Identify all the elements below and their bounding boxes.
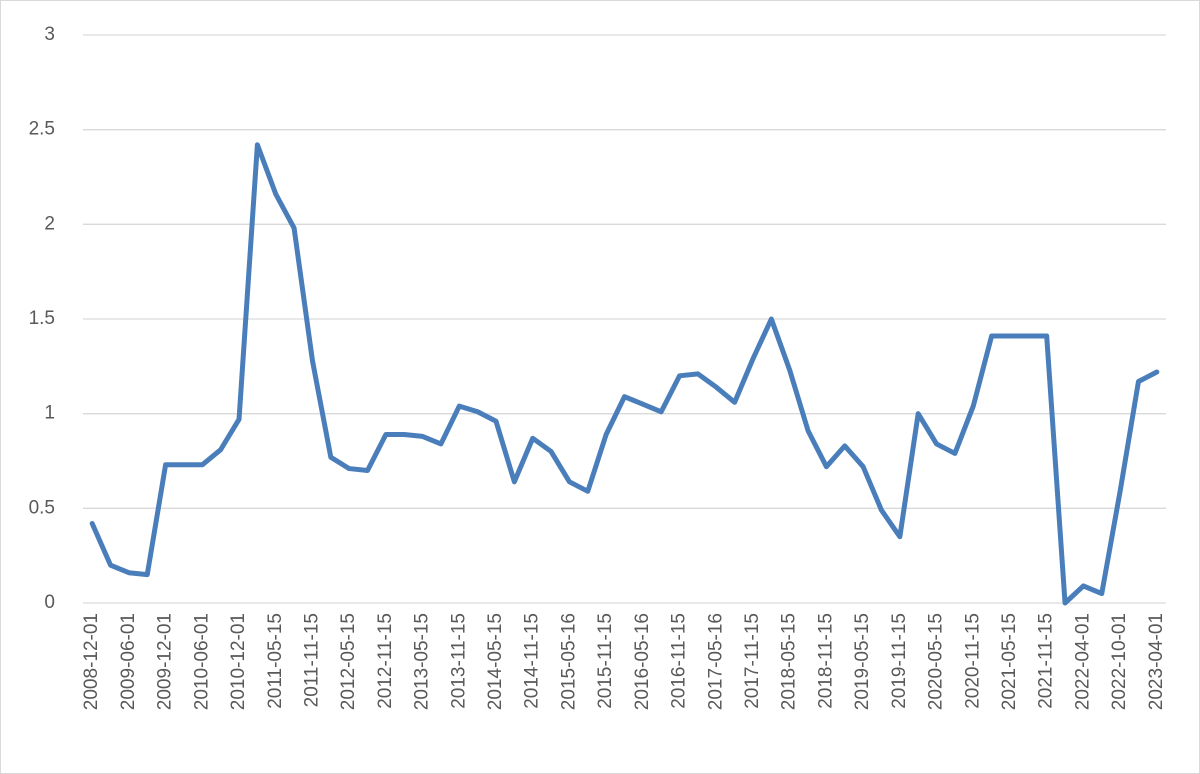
x-tick-label: 2018-05-15	[779, 613, 800, 710]
x-tick-label: 2017-11-15	[742, 613, 763, 709]
x-tick-label: 2019-05-15	[852, 613, 873, 710]
y-tick-label: 0	[44, 592, 55, 613]
x-tick-label: 2012-05-15	[338, 613, 359, 710]
y-tick-label: 1	[44, 403, 55, 424]
y-tick-label: 2.5	[29, 119, 55, 140]
x-tick-label: 2014-11-15	[522, 613, 543, 709]
y-tick-label: 2	[44, 213, 55, 234]
x-tick-label: 2020-11-15	[962, 613, 983, 709]
x-tick-label: 2013-11-15	[448, 613, 469, 709]
x-tick-label: 2021-11-15	[1036, 613, 1057, 709]
x-tick-label: 2020-05-15	[926, 613, 947, 710]
x-tick-label: 2015-05-16	[558, 613, 579, 710]
data-line	[89, 142, 1160, 606]
x-tick-label: 2013-05-15	[412, 613, 433, 710]
x-tick-label: 2018-11-15	[815, 613, 836, 709]
x-tick-label: 2015-11-15	[595, 613, 616, 709]
y-tick-label: 1.5	[29, 308, 55, 329]
x-tick-label: 2011-05-15	[265, 613, 286, 709]
x-tick-label: 2010-12-01	[228, 613, 249, 710]
x-tick-label: 2011-11-15	[301, 613, 322, 707]
x-tick-label: 2023-04-01	[1146, 613, 1167, 710]
x-tick-label: 2010-06-01	[191, 613, 212, 710]
x-tick-label: 2016-11-15	[669, 613, 690, 709]
x-tick-label: 2022-10-01	[1109, 613, 1130, 710]
y-tick-label: 0.5	[29, 497, 55, 518]
x-tick-label: 2016-05-16	[632, 613, 653, 710]
x-tick-label: 2017-05-16	[705, 613, 726, 710]
x-tick-label: 2021-05-15	[999, 613, 1020, 710]
y-tick-label: 3	[44, 24, 55, 45]
x-tick-label: 2009-12-01	[155, 613, 176, 710]
x-tick-label: 2008-12-01	[81, 613, 102, 710]
x-tick-label: 2019-11-15	[889, 613, 910, 709]
x-tick-label: 2009-06-01	[118, 613, 139, 710]
x-tick-label: 2014-05-15	[485, 613, 506, 710]
x-tick-label: 2022-04-01	[1072, 613, 1093, 710]
x-tick-label: 2012-11-15	[375, 613, 396, 709]
